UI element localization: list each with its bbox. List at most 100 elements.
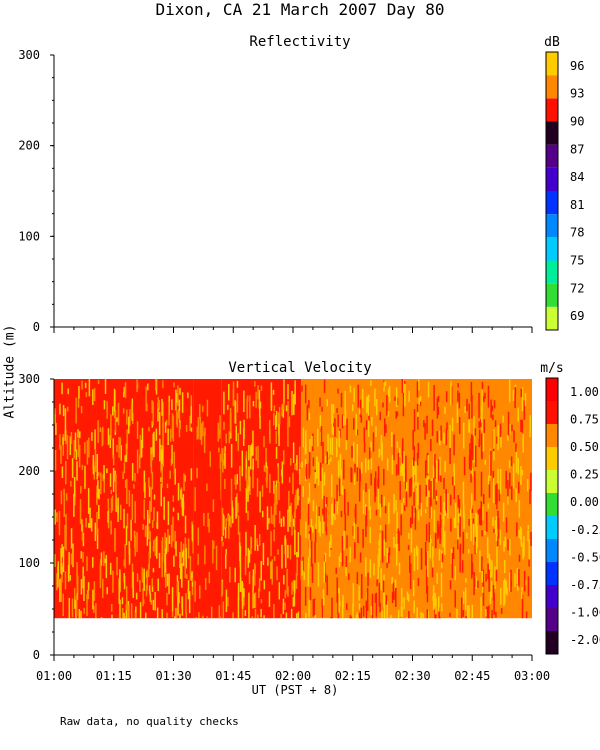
heatmap-cell [361,389,364,409]
heatmap-cell [187,580,190,600]
heatmap-cell [457,508,460,524]
heatmap-cell [304,586,307,606]
heatmap-cell [59,403,61,415]
heatmap-cell [419,401,422,406]
heatmap-cell [364,504,367,516]
heatmap-cell [282,450,285,465]
heatmap-cell [358,603,361,610]
heatmap-cell [185,424,188,432]
x-tick-label: 02:45 [454,669,490,683]
heatmap-cell [450,381,452,406]
heatmap-cell [130,603,133,619]
heatmap-cell [341,541,344,567]
heatmap-cell [88,437,90,458]
colorbar-tick-label: 69 [570,309,584,323]
heatmap-cell [311,435,313,447]
heatmap-cell [165,419,168,426]
heatmap-cell [331,597,333,619]
heatmap-cell [64,525,66,549]
heatmap-cell [131,463,134,481]
colorbar-tick-label: 0.25 [570,468,599,482]
heatmap-cell [500,433,502,448]
heatmap-cell [119,599,121,619]
heatmap-cell [222,601,225,619]
heatmap-cell [227,383,230,401]
heatmap-cell [365,515,367,537]
heatmap-cell [290,458,292,466]
heatmap-cell [115,474,117,500]
heatmap-cell [484,392,486,399]
heatmap-cell [415,545,418,556]
heatmap-cell [222,542,224,547]
heatmap-cell [224,446,226,452]
heatmap-cell [325,507,327,532]
heatmap-cell [220,465,222,490]
heatmap-cell [358,585,360,601]
heatmap-cell [272,514,274,525]
heatmap-cell [487,605,490,619]
heatmap-cell [410,528,413,553]
heatmap-cell [236,393,239,413]
heatmap-cell [444,493,446,516]
heatmap-cell [361,574,363,599]
heatmap-cell [462,422,465,449]
heatmap-cell [320,425,323,447]
heatmap-cell [338,430,341,448]
heatmap-cell [177,483,180,501]
heatmap-cell [508,379,511,403]
heatmap-cell [280,518,283,527]
heatmap-cell [415,461,417,486]
heatmap-cell [234,400,236,424]
heatmap-cell [164,568,167,588]
heatmap-cell [481,389,483,413]
heatmap-cell [356,572,359,585]
heatmap-cell [493,400,496,409]
heatmap-cell [84,442,86,454]
heatmap-cell [416,607,418,619]
heatmap-cell [518,569,520,587]
heatmap-cell [223,447,225,466]
heatmap-cell [296,455,298,471]
heatmap-cell [309,439,311,453]
heatmap-cell [357,526,359,544]
x-axis-label: UT (PST + 8) [251,683,339,697]
heatmap-cell [482,494,485,505]
heatmap-cell [360,607,363,619]
heatmap-cell [133,530,136,538]
heatmap-cell [422,612,424,619]
heatmap-cell [503,540,505,552]
heatmap-cell [495,484,497,505]
heatmap-cell [326,575,328,596]
heatmap-cell [270,561,272,579]
heatmap-cell [440,550,443,569]
heatmap-cell [278,481,280,501]
heatmap-cell [130,519,132,541]
heatmap-cell [101,428,104,447]
heatmap-cell [332,404,335,414]
heatmap-cell [65,460,67,485]
heatmap-cell [487,385,490,408]
heatmap-cell [183,473,185,491]
heatmap-cell [71,598,74,618]
colorbar-swatch [546,121,558,145]
heatmap-cell [434,592,436,618]
heatmap-cell [490,399,492,418]
heatmap-cell [133,484,135,489]
heatmap-cell [459,516,461,536]
heatmap-cell [380,568,382,591]
heatmap-cell [412,481,415,493]
heatmap-cell [223,515,225,530]
heatmap-cell [123,612,125,619]
heatmap-cell [135,606,137,618]
heatmap-cell [54,408,56,415]
colorbar-swatch [546,562,558,585]
heatmap-cell [168,401,170,426]
heatmap-cell [401,460,404,477]
heatmap-cell [61,544,63,558]
heatmap-cell [336,495,339,515]
heatmap-cell [324,552,327,563]
heatmap-cell [328,459,330,465]
heatmap-cell [516,585,519,591]
heatmap-cell [482,581,485,606]
heatmap-cell [502,502,505,522]
